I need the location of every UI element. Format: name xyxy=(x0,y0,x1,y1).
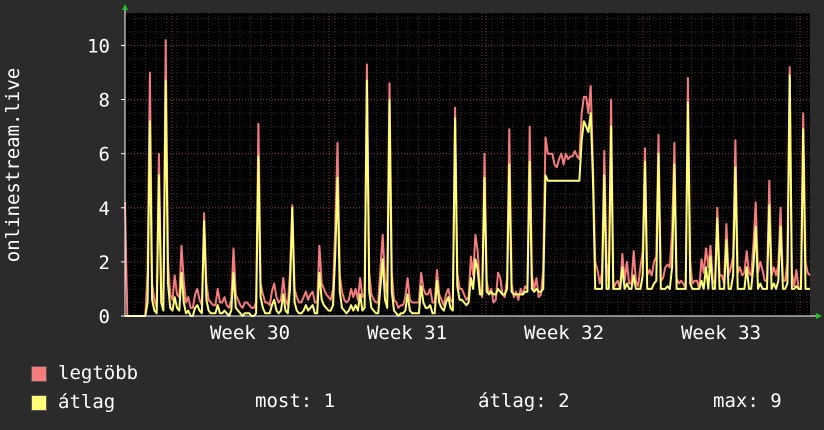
stat-atlag: átlag: 2 xyxy=(478,390,570,412)
legend-swatch-legtobb xyxy=(31,366,47,382)
y-axis-arrow xyxy=(122,4,128,10)
y-tick-label: 10 xyxy=(87,35,110,57)
stat-most: most: 1 xyxy=(255,390,336,412)
series-line-atlag xyxy=(125,74,810,317)
legend-label-legtobb: legtöbb xyxy=(58,362,139,384)
x-tick-label: Week 30 xyxy=(210,322,290,344)
series-line-legtobb xyxy=(124,39,811,317)
legend-label-atlag: átlag xyxy=(58,391,116,413)
y-tick-label: 2 xyxy=(99,252,110,274)
stat-max: max: 9 xyxy=(713,390,782,412)
x-tick-label: Week 33 xyxy=(681,322,761,344)
x-tick-label: Week 31 xyxy=(367,322,447,344)
x-axis-arrow xyxy=(816,313,822,319)
x-tick-label: Week 32 xyxy=(524,322,604,344)
legend-swatch-atlag xyxy=(31,395,47,411)
y-tick-label: 4 xyxy=(99,198,110,220)
y-axis-label: onlinestream.live xyxy=(2,68,24,262)
plot-area xyxy=(125,13,810,316)
y-tick-label: 0 xyxy=(99,306,110,328)
y-tick-label: 8 xyxy=(99,90,110,112)
y-tick-label: 6 xyxy=(99,144,110,166)
